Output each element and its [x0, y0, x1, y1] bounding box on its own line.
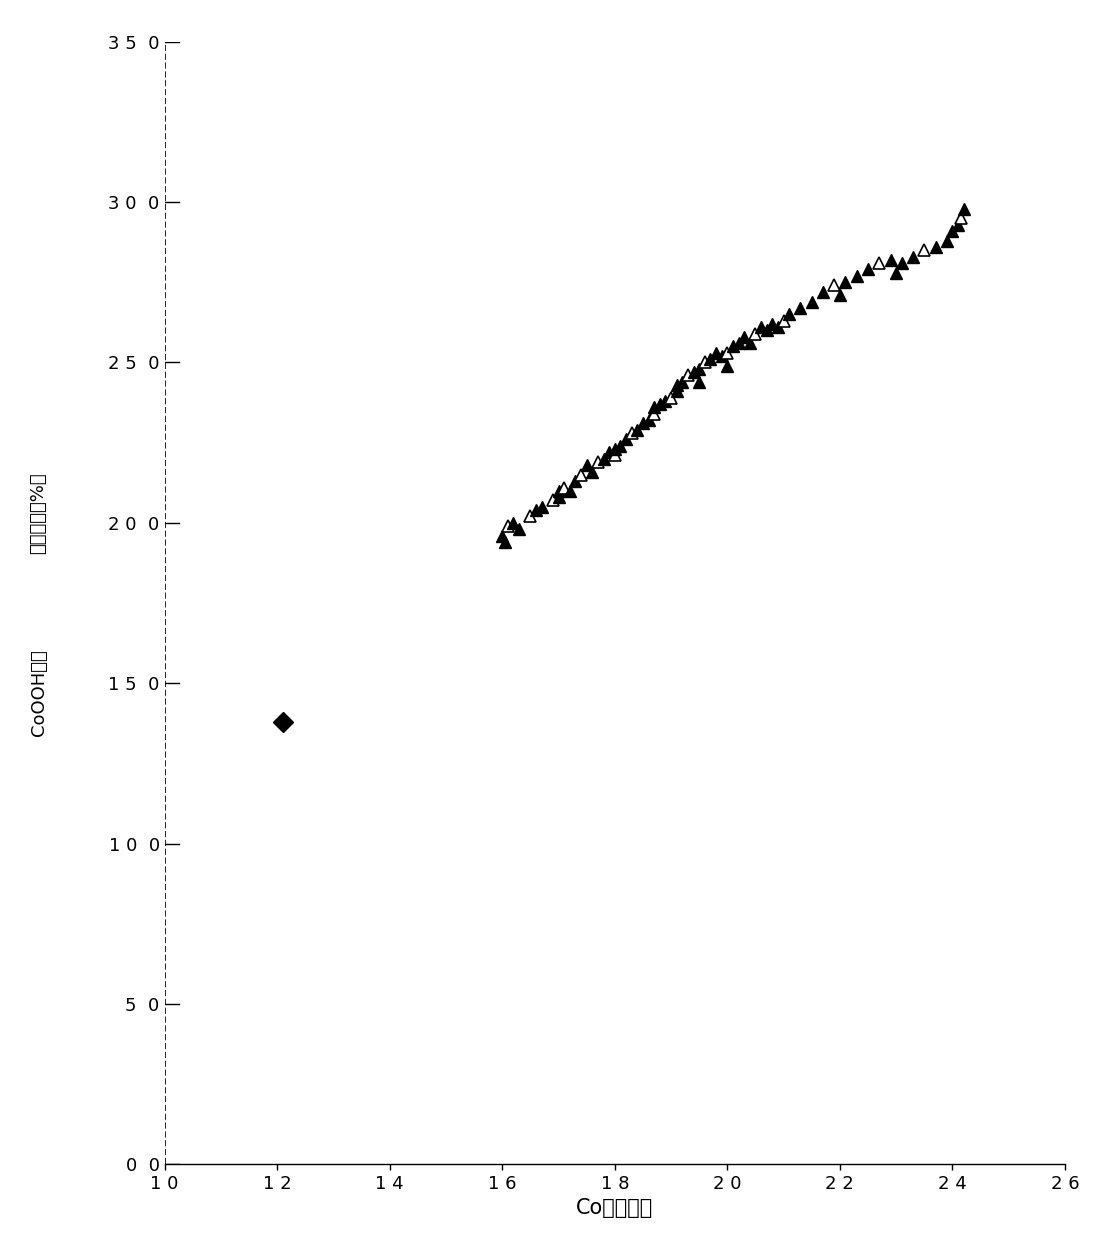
Text: 放电容量（%）: 放电容量（%）	[30, 472, 48, 554]
Text: CoOOH容量: CoOOH容量	[30, 649, 48, 737]
X-axis label: Co转化容量: Co转化容量	[576, 1198, 654, 1218]
